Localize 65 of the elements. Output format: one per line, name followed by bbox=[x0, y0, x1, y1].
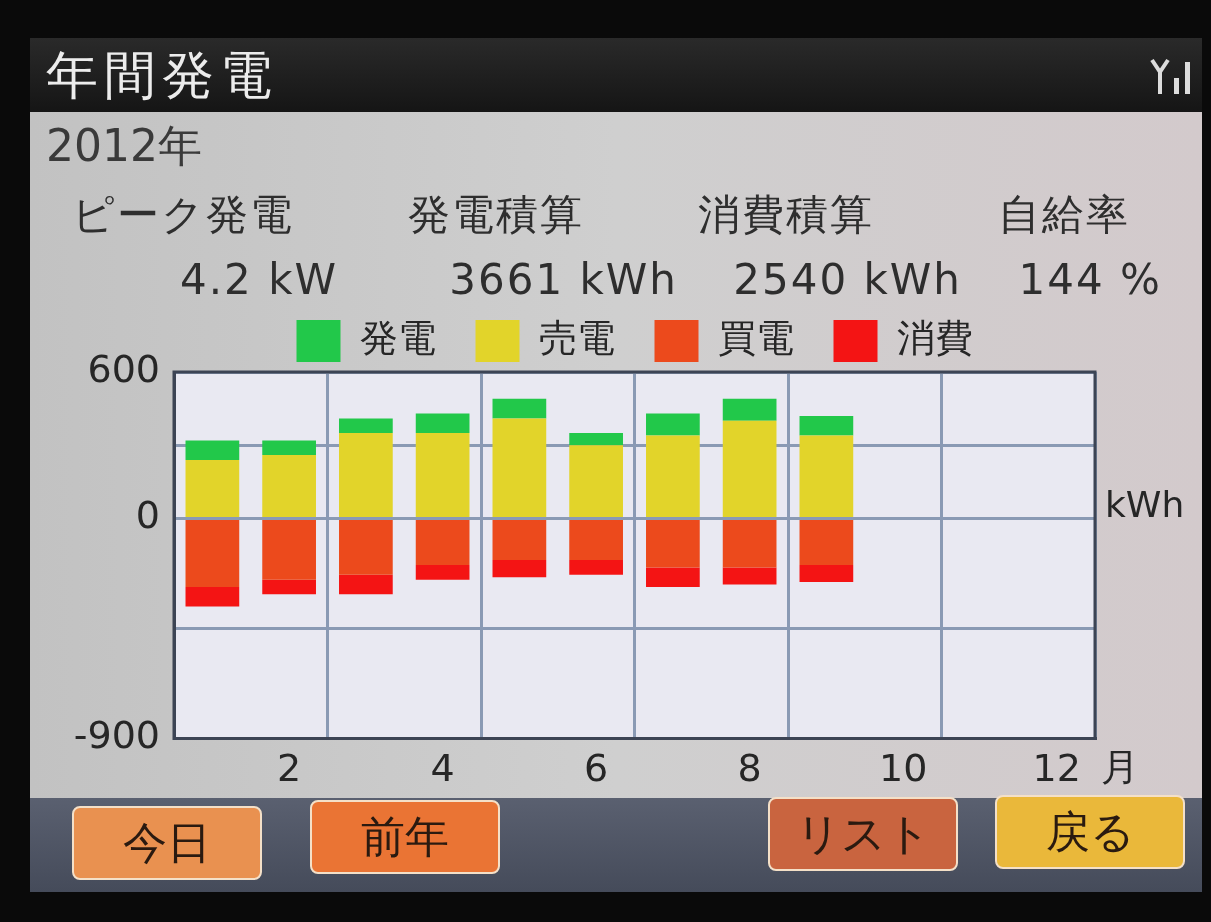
bar bbox=[492, 398, 547, 419]
bar bbox=[722, 420, 777, 518]
bar bbox=[492, 418, 547, 518]
bar bbox=[415, 433, 470, 518]
text: 2540 kWh bbox=[733, 255, 962, 305]
x-tick-label: 4 bbox=[430, 746, 455, 791]
bar bbox=[722, 520, 777, 568]
x-tick-label: 12 bbox=[1032, 746, 1081, 791]
x-axis-title: 月 bbox=[1101, 745, 1139, 790]
bar bbox=[262, 440, 316, 456]
legend-label: 消費 bbox=[896, 315, 973, 360]
bar bbox=[339, 520, 393, 575]
bar bbox=[799, 564, 854, 583]
bar bbox=[262, 579, 316, 595]
bar bbox=[569, 445, 623, 518]
button[interactable]: 戻る bbox=[995, 795, 1185, 869]
text: 自給率 bbox=[998, 190, 1130, 240]
bar bbox=[569, 433, 623, 446]
legend-label: 発電 bbox=[359, 315, 436, 360]
bar bbox=[492, 560, 547, 578]
x-tick-label: 10 bbox=[878, 746, 928, 791]
x-tick-label: 6 bbox=[584, 746, 609, 791]
bar bbox=[185, 586, 240, 607]
y-tick-label: -900 bbox=[73, 713, 160, 758]
y-axis-title: kWh bbox=[1105, 483, 1185, 525]
bar bbox=[185, 520, 240, 587]
legend-label: 売電 bbox=[538, 315, 615, 360]
button[interactable]: リスト bbox=[768, 797, 958, 871]
bar bbox=[646, 520, 700, 568]
legend-label: 買電 bbox=[717, 315, 794, 360]
bar bbox=[492, 520, 547, 561]
x-tick-label: 2 bbox=[277, 746, 302, 791]
bar bbox=[722, 398, 777, 421]
bar bbox=[262, 520, 316, 580]
chart-title: 年間発電 bbox=[46, 44, 278, 106]
bar bbox=[415, 520, 470, 565]
bar bbox=[339, 574, 393, 595]
bar bbox=[646, 567, 700, 587]
y-tick-label: 0 bbox=[135, 493, 160, 538]
bar bbox=[569, 560, 623, 575]
bar bbox=[415, 413, 470, 434]
bar bbox=[646, 413, 700, 436]
bar bbox=[799, 520, 854, 565]
bar bbox=[262, 455, 316, 518]
text: 発電積算 bbox=[408, 190, 584, 240]
text: ピーク発電 bbox=[72, 190, 294, 240]
button[interactable]: 前年 bbox=[310, 800, 500, 874]
text: 3661 kWh bbox=[449, 255, 678, 305]
bar bbox=[799, 435, 854, 518]
bar bbox=[569, 520, 623, 561]
bar bbox=[339, 418, 393, 434]
button[interactable]: 今日 bbox=[72, 806, 262, 880]
bar bbox=[722, 567, 777, 585]
bar bbox=[185, 440, 240, 460]
x-tick-label: 8 bbox=[737, 746, 762, 791]
text: 消費積算 bbox=[698, 190, 874, 240]
bar bbox=[646, 435, 700, 518]
bar bbox=[415, 564, 470, 580]
bar bbox=[185, 459, 240, 518]
y-tick-label: 600 bbox=[87, 346, 160, 391]
text: 144 % bbox=[1018, 255, 1162, 305]
bar bbox=[339, 433, 393, 518]
chart-subtitle: 2012年 bbox=[46, 120, 202, 172]
bar bbox=[799, 415, 854, 436]
text: 4.2 kW bbox=[180, 255, 338, 305]
